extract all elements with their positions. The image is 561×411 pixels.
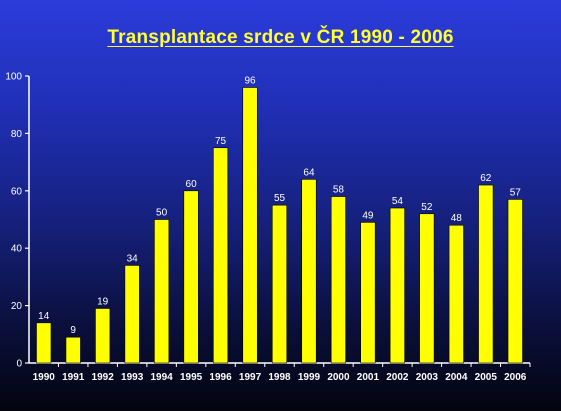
- data-label: 52: [421, 202, 433, 213]
- x-tick-label: 1997: [239, 372, 262, 383]
- data-label: 14: [38, 311, 50, 322]
- x-tick-label: 2002: [386, 372, 409, 383]
- x-tick-label: 1999: [298, 372, 321, 383]
- x-tick-label: 1996: [209, 372, 232, 383]
- bar-2003: [419, 213, 435, 364]
- data-label: 50: [156, 208, 168, 219]
- bar-1993: [124, 265, 140, 364]
- data-label: 58: [333, 185, 345, 196]
- bar-2005: [478, 184, 494, 364]
- y-tick-label: 100: [5, 72, 22, 83]
- x-tick-label: 1991: [62, 372, 85, 383]
- x-tick-label: 2003: [416, 372, 439, 383]
- x-tick-label: 2000: [327, 372, 350, 383]
- data-label: 57: [510, 187, 522, 198]
- bars: [36, 87, 523, 364]
- bar-2002: [389, 207, 405, 364]
- bar-1998: [271, 204, 288, 364]
- x-tick-label: 1994: [150, 372, 173, 383]
- x-tick-label: 2005: [475, 372, 498, 383]
- data-label: 62: [480, 173, 492, 184]
- bar-1990: [36, 322, 52, 364]
- y-tick-label: 60: [11, 186, 23, 197]
- data-label: 54: [392, 196, 404, 207]
- bar-2000: [330, 196, 346, 364]
- bar-2006: [507, 199, 523, 364]
- x-tick-label: 2006: [504, 372, 527, 383]
- chart-title: Transplantace srdce v ČR 1990 - 2006: [107, 27, 454, 48]
- data-label: 64: [303, 167, 315, 178]
- x-tick-label: 1998: [268, 372, 291, 383]
- bar-1991: [65, 336, 81, 364]
- x-tick-label: 1993: [121, 372, 144, 383]
- data-label: 60: [186, 179, 198, 190]
- data-label: 19: [97, 296, 109, 307]
- bar-1995: [183, 190, 199, 364]
- y-tick-label: 20: [11, 301, 23, 312]
- bar-1992: [95, 308, 111, 364]
- data-labels: 14 9 19 34 50 60 75 96 55 64 58 49 54 52 48 62 57: [38, 75, 521, 336]
- x-tick-label: 2004: [445, 372, 468, 383]
- y-axis: 0 20 40 60 80 100: [5, 72, 30, 370]
- data-label: 48: [451, 213, 463, 224]
- bar-1997: [242, 87, 258, 364]
- x-tick-label: 1990: [33, 372, 56, 383]
- x-tick-label: 2001: [357, 372, 380, 383]
- x-tick-label: 1995: [180, 372, 203, 383]
- y-tick-label: 80: [11, 129, 23, 140]
- y-tick-label: 0: [16, 359, 22, 370]
- y-tick-label: 40: [11, 244, 23, 255]
- x-axis: 1990 1991 1992 1993 1994 1995 1996 1997 1998 1999…: [29, 362, 531, 383]
- data-label: 9: [70, 325, 76, 336]
- data-label: 49: [362, 210, 374, 221]
- data-label: 34: [127, 253, 139, 264]
- bar-1999: [301, 179, 317, 364]
- data-label: 75: [215, 136, 227, 147]
- bar-1996: [213, 147, 229, 364]
- data-label: 96: [244, 75, 256, 86]
- bar-2004: [448, 224, 464, 364]
- x-tick-label: 1992: [92, 372, 115, 383]
- bar-1994: [154, 219, 170, 364]
- bar-2001: [360, 222, 376, 364]
- data-label: 55: [274, 193, 286, 204]
